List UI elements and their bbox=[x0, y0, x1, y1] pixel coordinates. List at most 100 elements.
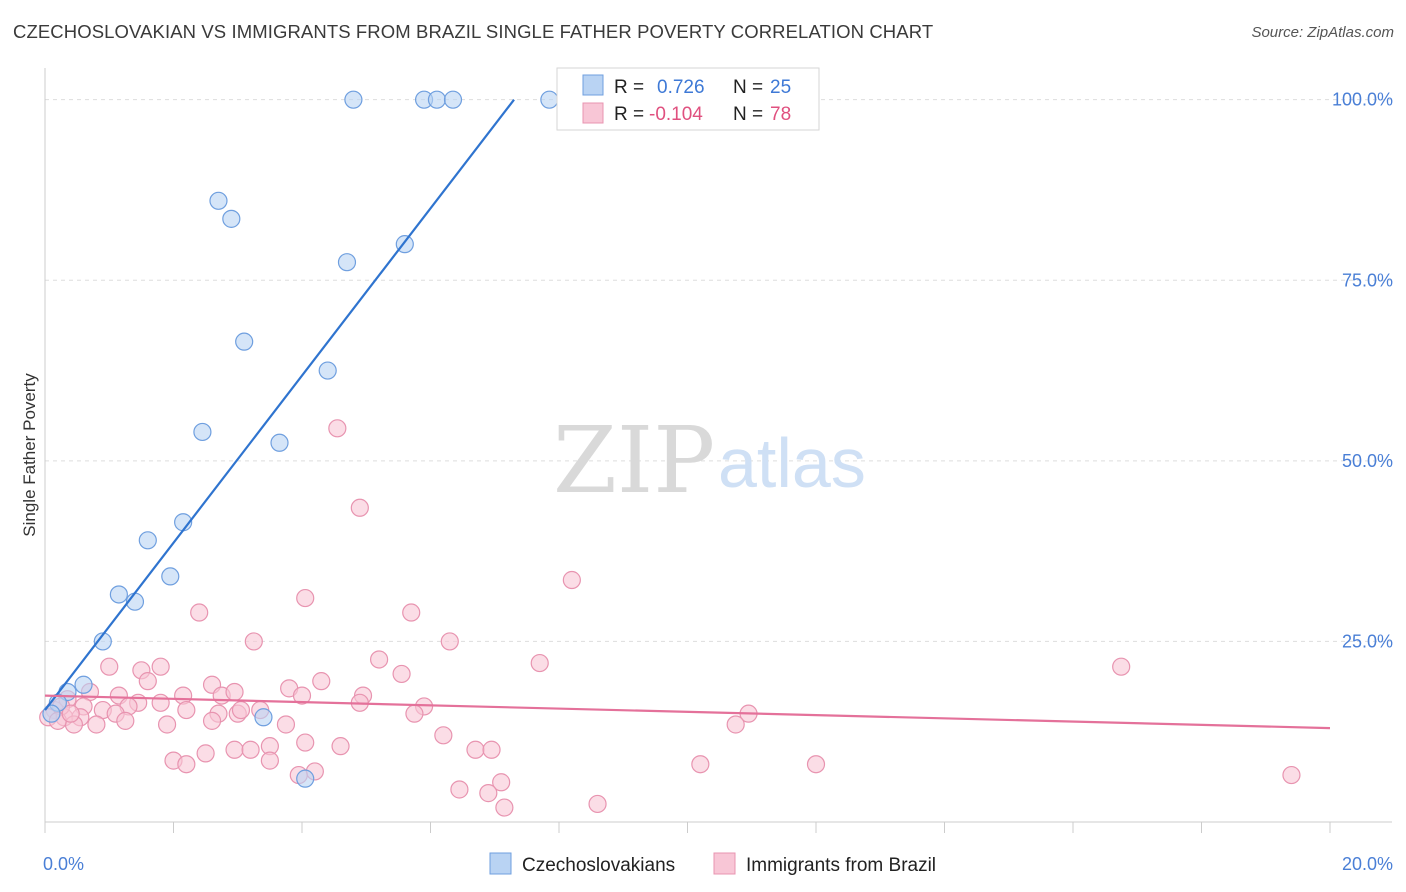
brazil-point bbox=[402, 603, 421, 622]
czech-point bbox=[222, 209, 241, 228]
legend-swatch-czechoslovakians bbox=[489, 852, 512, 875]
legend-swatch-brazil bbox=[713, 852, 736, 875]
x-tick-label: 20.0% bbox=[1342, 854, 1393, 874]
czech-point bbox=[161, 567, 180, 586]
brazil-point bbox=[225, 740, 244, 759]
brazil-point bbox=[231, 700, 251, 720]
series-legend: Czechoslovakians Immigrants from Brazil bbox=[489, 852, 936, 876]
brazil-point bbox=[100, 657, 119, 676]
czech-point bbox=[74, 675, 93, 694]
brazil-point bbox=[312, 672, 331, 691]
series-czech-points bbox=[42, 90, 559, 788]
brazil-point bbox=[495, 798, 514, 817]
brazil-point bbox=[292, 686, 312, 705]
czech-point bbox=[93, 632, 112, 651]
brazil-point bbox=[296, 588, 315, 608]
legend-label-brazil: Immigrants from Brazil bbox=[746, 855, 936, 876]
czech-point bbox=[337, 253, 357, 272]
brazil-point bbox=[61, 704, 80, 723]
brazil-point bbox=[392, 664, 411, 684]
brazil-point bbox=[202, 711, 222, 730]
brazil-point bbox=[588, 794, 607, 814]
chart-title: CZECHOSLOVAKIAN VS IMMIGRANTS FROM BRAZI… bbox=[13, 21, 934, 42]
brazil-point bbox=[479, 784, 498, 803]
stats-legend: R = 0.726 N = 25 R = -0.104 N = 78 bbox=[556, 67, 820, 131]
czech-point bbox=[209, 191, 228, 210]
brazil-point bbox=[177, 755, 196, 774]
brazil-point bbox=[151, 657, 170, 676]
y-axis-title: Single Father Poverty bbox=[20, 373, 39, 537]
brazil-point bbox=[296, 733, 315, 752]
czech-trend-line bbox=[44, 98, 515, 711]
brazil-point bbox=[196, 744, 215, 763]
brazil-point bbox=[241, 740, 260, 759]
brazil-point bbox=[116, 711, 135, 730]
legend-n-label: N = bbox=[733, 104, 763, 125]
brazil-point bbox=[482, 740, 501, 759]
brazil-point bbox=[806, 755, 826, 774]
y-tick-labels: 25.0% 50.0% 75.0% 100.0% bbox=[1332, 90, 1393, 652]
brazil-point bbox=[466, 740, 485, 759]
brazil-point bbox=[157, 715, 177, 734]
brazil-point bbox=[440, 632, 459, 651]
czech-point bbox=[540, 90, 559, 109]
brazil-point bbox=[405, 704, 424, 723]
czech-point bbox=[254, 708, 273, 727]
watermark-atlas: atlas bbox=[718, 424, 866, 502]
brazil-point bbox=[151, 693, 170, 712]
czech-point bbox=[138, 531, 157, 550]
czech-point bbox=[270, 433, 289, 452]
brazil-point bbox=[331, 737, 350, 756]
brazil-point bbox=[370, 650, 389, 669]
x-tick-labels: 0.0% 20.0% bbox=[43, 854, 1393, 874]
legend-swatch-blue bbox=[582, 74, 604, 96]
legend-r-label: R = bbox=[614, 77, 644, 98]
czech-point bbox=[109, 585, 128, 604]
brazil-point bbox=[450, 780, 469, 799]
czech-point bbox=[296, 769, 315, 788]
brazil-point bbox=[177, 700, 196, 720]
czech-point bbox=[318, 361, 337, 380]
y-tick-label: 75.0% bbox=[1342, 270, 1393, 290]
legend-n-value-pink: 78 bbox=[770, 104, 791, 125]
brazil-point bbox=[562, 570, 581, 590]
brazil-point bbox=[260, 751, 279, 770]
brazil-point bbox=[190, 603, 209, 622]
brazil-point bbox=[87, 715, 106, 734]
brazil-point bbox=[726, 715, 745, 734]
czech-point bbox=[344, 90, 363, 109]
legend-r-label: R = bbox=[614, 104, 644, 125]
brazil-point bbox=[225, 682, 244, 702]
brazil-point bbox=[434, 726, 453, 745]
brazil-point bbox=[691, 755, 710, 774]
legend-label-czechoslovakians: Czechoslovakians bbox=[522, 855, 675, 876]
brazil-point bbox=[244, 632, 263, 651]
czech-point bbox=[42, 704, 61, 723]
legend-swatch-pink bbox=[582, 102, 604, 124]
brazil-point bbox=[276, 715, 296, 734]
x-tick-label: 0.0% bbox=[43, 854, 84, 874]
czech-point bbox=[427, 90, 447, 109]
source-label: Source: ZipAtlas.com bbox=[1251, 24, 1394, 41]
brazil-point bbox=[1282, 765, 1301, 785]
watermark-zip: ZIP bbox=[553, 407, 715, 514]
grid-lines bbox=[45, 99, 1392, 642]
y-tick-label: 25.0% bbox=[1342, 631, 1393, 651]
trend-lines bbox=[44, 98, 1331, 730]
legend-n-value-blue: 25 bbox=[770, 77, 791, 98]
legend-r-value-pink: -0.104 bbox=[649, 104, 703, 125]
brazil-point bbox=[530, 653, 549, 673]
brazil-point bbox=[138, 672, 157, 691]
watermark: ZIP atlas bbox=[553, 407, 866, 514]
y-tick-label: 100.0% bbox=[1332, 90, 1393, 110]
brazil-point bbox=[1112, 657, 1131, 676]
czech-point bbox=[235, 332, 254, 351]
y-tick-label: 50.0% bbox=[1342, 451, 1393, 471]
brazil-point bbox=[350, 498, 369, 517]
czech-point bbox=[443, 90, 463, 109]
brazil-point bbox=[492, 773, 511, 792]
legend-r-value-blue: 0.726 bbox=[657, 77, 705, 98]
legend-n-label: N = bbox=[733, 77, 763, 98]
brazil-trend-line bbox=[44, 694, 1331, 730]
